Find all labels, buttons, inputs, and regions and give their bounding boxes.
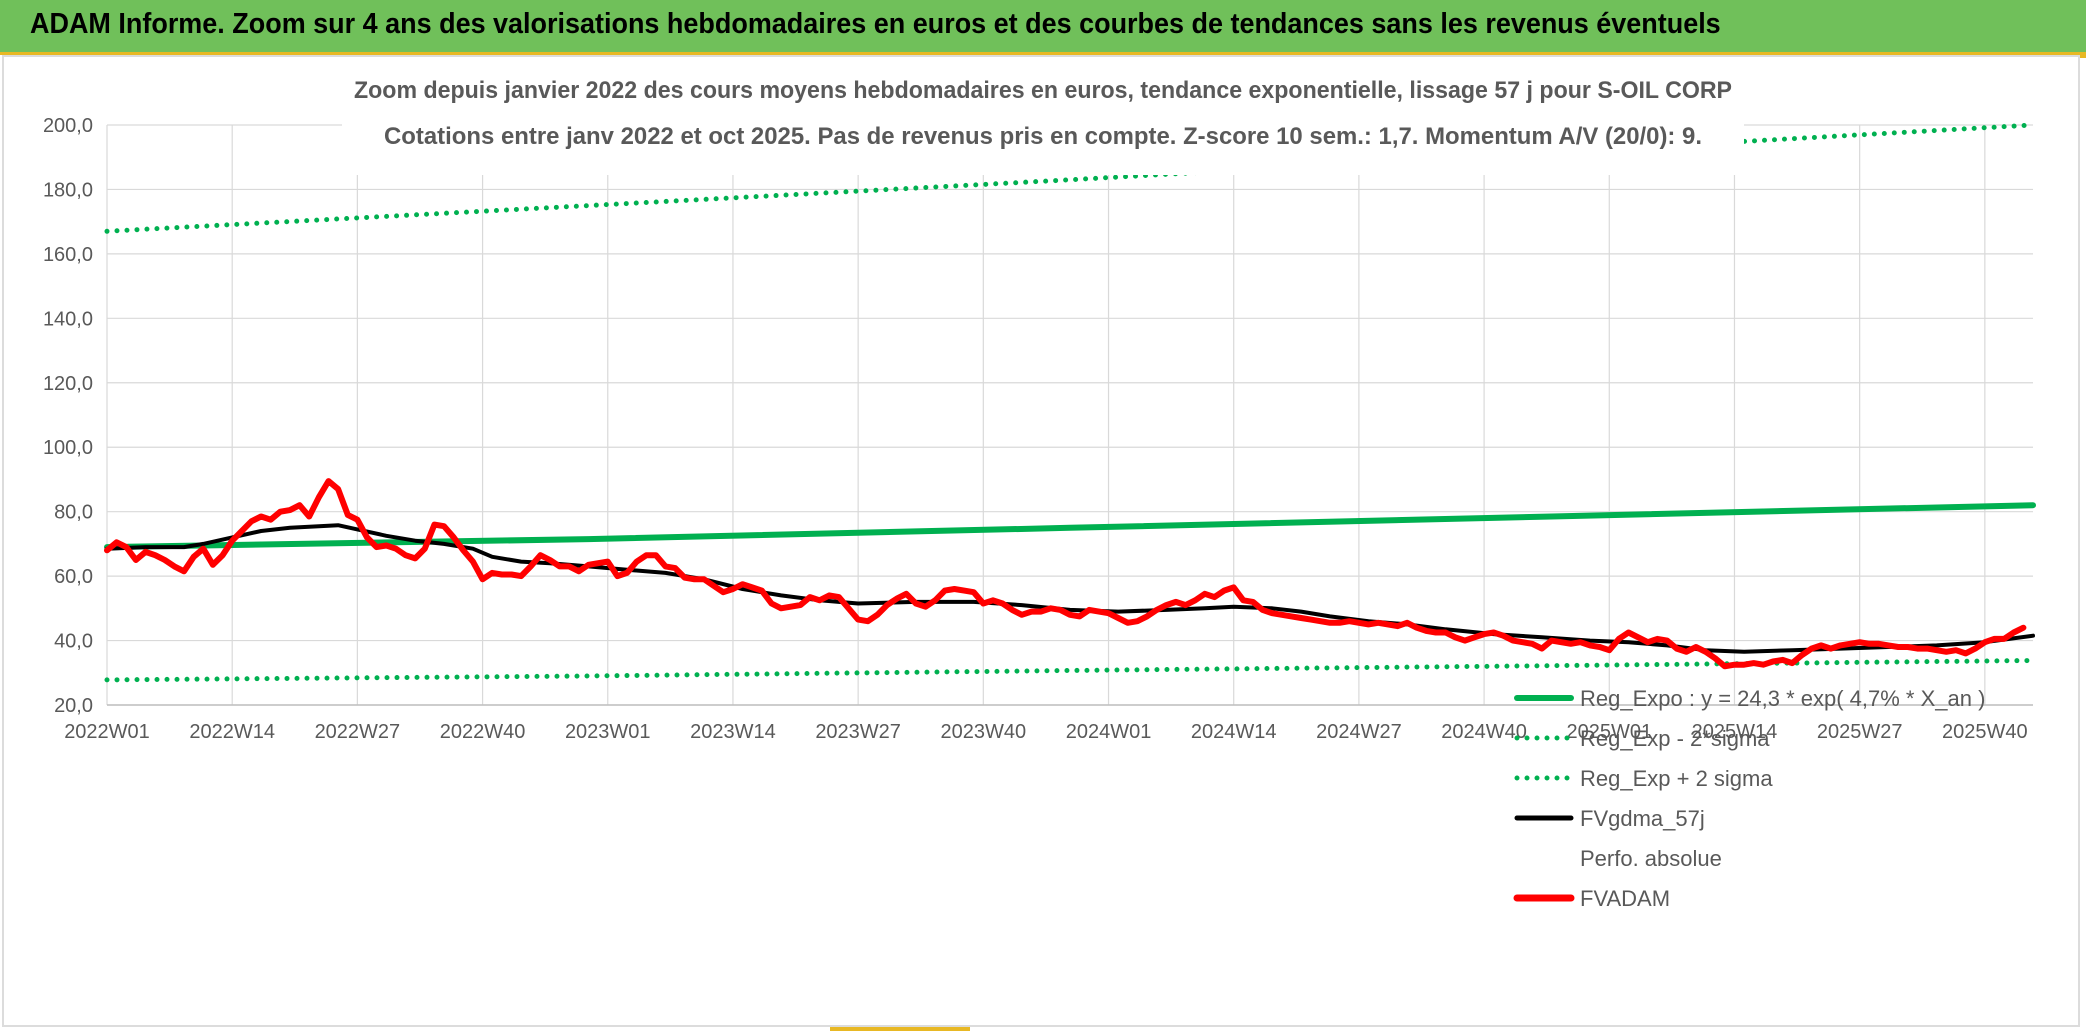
y-tick-label: 40,0 — [54, 631, 93, 653]
title-layer: Zoom depuis janvier 2022 des cours moyen… — [342, 59, 1744, 175]
x-tick-label: 2025W14 — [1692, 721, 1778, 743]
x-tick-label: 2022W01 — [64, 721, 150, 743]
x-tick-label: 2023W14 — [690, 721, 776, 743]
y-tick-label: 20,0 — [54, 695, 93, 717]
x-tick-label: 2025W40 — [1942, 721, 2028, 743]
series-line-reg-exp-2-sigma — [104, 658, 2036, 683]
y-tick-label: 160,0 — [43, 244, 93, 266]
x-tick-label: 2024W27 — [1316, 721, 1402, 743]
x-tick-label: 2022W14 — [189, 721, 275, 743]
y-tick-label: 140,0 — [43, 308, 93, 330]
x-tick-label: 2025W27 — [1817, 721, 1903, 743]
legend: Reg_Expo : y = 24,3 * exp( 4,7% * X_an )… — [1513, 686, 1985, 911]
x-tick-label: 2022W27 — [315, 721, 401, 743]
y-tick-label: 200,0 — [43, 115, 93, 137]
chart-subtitle: Cotations entre janv 2022 et oct 2025. P… — [384, 123, 1702, 150]
page-title: ADAM Informe. Zoom sur 4 ans des valoris… — [30, 8, 1721, 40]
x-tick-label: 2023W27 — [815, 721, 901, 743]
y-tick-label: 180,0 — [43, 179, 93, 201]
chart-frame: 20,0 40,0 60,0 80,0 100,0 120,0 140,0 160,0 180,… — [2, 55, 2080, 1027]
header-band: ADAM Informe. Zoom sur 4 ans des valoris… — [0, 0, 2086, 55]
y-tick-label: 80,0 — [54, 502, 93, 524]
x-tick-label: 2024W14 — [1191, 721, 1277, 743]
y-tick-label: 60,0 — [54, 566, 93, 588]
y-tick-label: 120,0 — [43, 373, 93, 395]
series-layer — [104, 122, 2036, 683]
series-line-fvadam — [104, 478, 2027, 670]
x-tick-label: 2022W40 — [440, 721, 526, 743]
legend-entry: FVgdma_57j — [1580, 806, 1705, 831]
grid-layer — [106, 124, 2033, 706]
chart: 20,0 40,0 60,0 80,0 100,0 120,0 140,0 160,0 180,… — [43, 59, 2036, 911]
right-accent — [2080, 52, 2086, 58]
legend-entry: Perfo. absolue — [1580, 846, 1722, 871]
y-tick-label: 100,0 — [43, 437, 93, 459]
axis-layer: 20,0 40,0 60,0 80,0 100,0 120,0 140,0 160,0 180,… — [43, 115, 2033, 743]
bottom-accent — [830, 1027, 970, 1031]
legend-entry: Reg_Exp + 2 sigma — [1580, 766, 1773, 791]
legend-entry: Reg_Expo : y = 24,3 * exp( 4,7% * X_an ) — [1580, 686, 1985, 711]
chart-title: Zoom depuis janvier 2022 des cours moyen… — [354, 77, 1732, 104]
x-tick-label: 2025W01 — [1566, 721, 1652, 743]
legend-entry: Reg_Exp - 2*sigma — [1580, 726, 1770, 751]
x-tick-label: 2023W40 — [941, 721, 1027, 743]
series-line-reg-exp-2-sigma — [104, 122, 2036, 234]
x-tick-label: 2023W01 — [565, 721, 651, 743]
x-tick-label: 2024W40 — [1441, 721, 1527, 743]
x-tick-label: 2024W01 — [1066, 721, 1152, 743]
legend-entry: FVADAM — [1580, 886, 1670, 911]
